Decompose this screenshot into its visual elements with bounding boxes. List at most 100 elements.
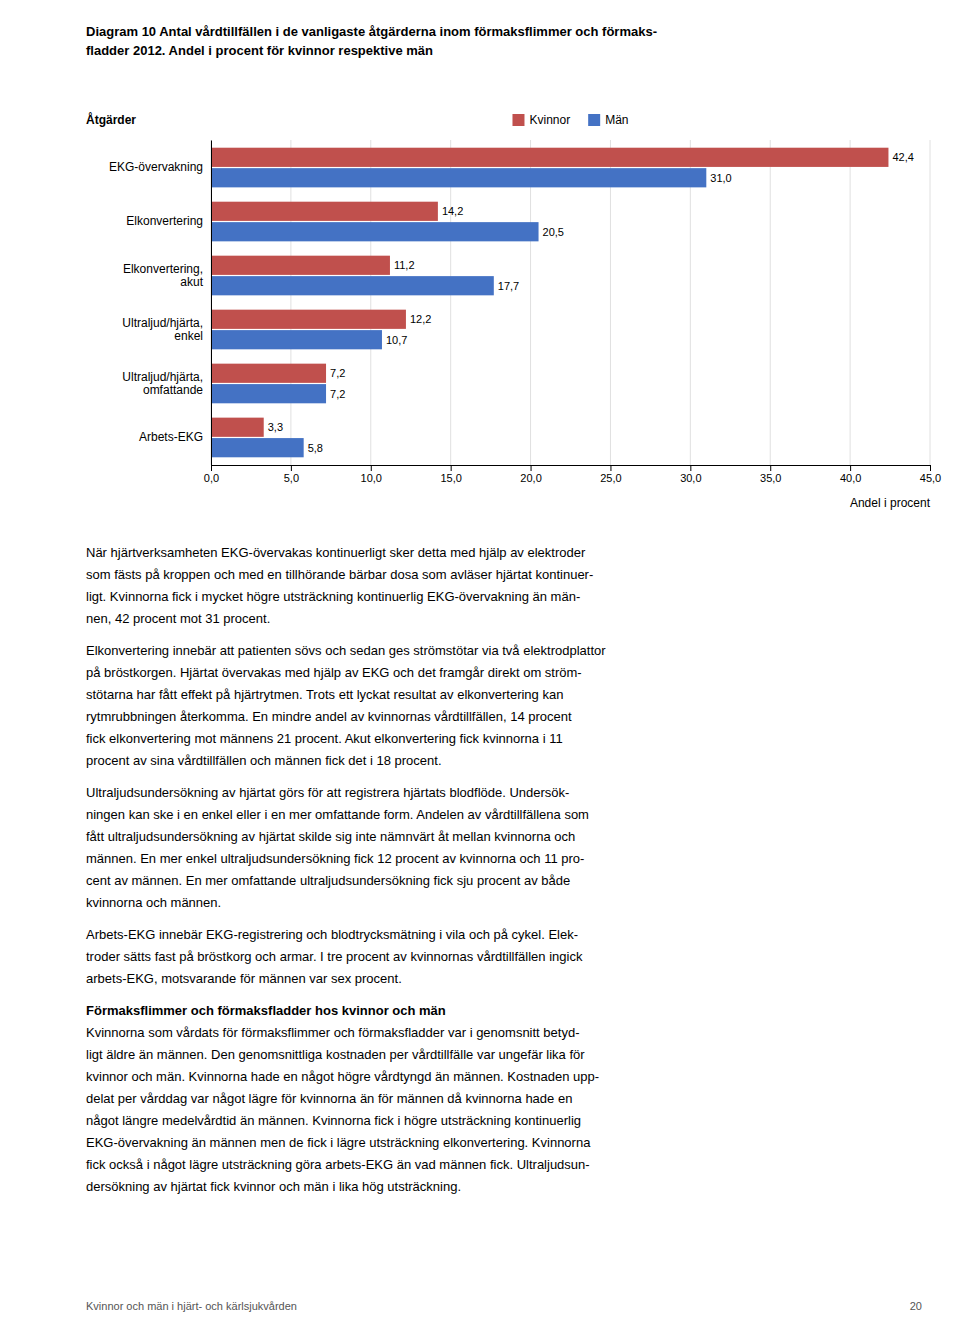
x-tick: 35,0 <box>760 465 781 484</box>
x-tick-label: 30,0 <box>680 472 701 484</box>
legend-label: Kvinnor <box>529 113 570 127</box>
paragraph-line: troder sätts fast på bröstkorg och armar… <box>86 949 583 964</box>
x-tick-mark <box>291 465 292 471</box>
y-tick: Elkonvertering,akut <box>123 262 211 289</box>
bar <box>211 438 304 457</box>
paragraph-line: männen. En mer enkel ultraljudsundersökn… <box>86 851 584 866</box>
x-tick-mark <box>930 465 931 471</box>
x-tick-mark <box>531 465 532 471</box>
grid-line <box>930 140 931 465</box>
bar <box>211 256 390 275</box>
legend-label: Män <box>605 113 628 127</box>
x-tick-mark <box>451 465 452 471</box>
bar <box>211 148 888 167</box>
y-tick-label-line: Ultraljud/hjärta, <box>122 316 203 330</box>
x-tick-mark <box>850 465 851 471</box>
y-tick: EKG-övervakning <box>109 160 211 174</box>
x-tick-mark <box>211 465 212 471</box>
data-label: 12,2 <box>410 313 431 325</box>
y-tick-label-line: Ultraljud/hjärta, <box>122 370 203 384</box>
page: Diagram 10 Antal vårdtillfällen i de van… <box>0 0 960 1332</box>
paragraph-line: kvinnorna och männen. <box>86 895 221 910</box>
x-tick-label: 45,0 <box>920 472 941 484</box>
data-label: 20,5 <box>543 226 564 238</box>
bar <box>211 276 494 295</box>
paragraph-line: ligt. Kvinnorna fick i mycket högre utst… <box>86 589 580 604</box>
grid-line <box>690 140 691 465</box>
y-tick: Elkonvertering <box>126 214 211 228</box>
y-axis: EKG-övervakning Elkonvertering Elkonverter… <box>109 141 212 466</box>
data-label: 14,2 <box>442 205 463 217</box>
y-tick: Ultraljud/hjärta,omfattande <box>122 370 211 397</box>
x-tick-label: 25,0 <box>600 472 621 484</box>
body-text: När hjärtverksamheten EKG-övervakas kont… <box>86 545 606 1194</box>
y-tick-label-line: enkel <box>174 329 203 343</box>
grid <box>211 140 930 465</box>
grid-line <box>290 140 291 465</box>
y-tick-label: Ultraljud/hjärta,enkel <box>122 316 203 343</box>
y-tick-label-line: akut <box>180 275 203 289</box>
paragraph-line: dersökning av hjärtat fick kvinnor och m… <box>86 1179 461 1194</box>
grid-line <box>370 140 371 465</box>
paragraph-line: kvinnor och män. Kvinnorna hade en något… <box>86 1069 599 1084</box>
x-tick: 45,0 <box>920 465 941 484</box>
footer-right: 20 <box>910 1300 922 1312</box>
bar <box>211 418 264 437</box>
x-tick-label: 15,0 <box>440 472 461 484</box>
y-tick-label: Ultraljud/hjärta,omfattande <box>122 370 203 397</box>
bar-series <box>211 168 706 457</box>
paragraph-line: som fästs på kroppen och med en tillhöra… <box>86 567 593 582</box>
y-tick-label: EKG-övervakning <box>109 160 203 174</box>
grid-line <box>770 140 771 465</box>
paragraph-line: arbets-EKG, motsvarande för männen var s… <box>86 971 402 986</box>
data-label: 5,8 <box>308 442 323 454</box>
legend-swatch <box>512 114 524 126</box>
y-tick: Ultraljud/hjärta,enkel <box>122 316 211 343</box>
x-tick-mark <box>690 465 691 471</box>
grid-line <box>850 140 851 465</box>
x-tick-mark <box>770 465 771 471</box>
data-label: 17,7 <box>498 280 519 292</box>
x-tick-label: 0,0 <box>204 472 219 484</box>
paragraph-line: fått ultraljudsundersökning av hjärtat s… <box>86 829 575 844</box>
title: Diagram 10 Antal vårdtillfällen i de van… <box>86 24 657 39</box>
x-tick-mark <box>371 465 372 471</box>
data-label: 42,4 <box>892 151 913 163</box>
paragraph-line: När hjärtverksamheten EKG-övervakas kont… <box>86 545 586 560</box>
bar <box>211 168 706 187</box>
x-axis-line <box>212 466 931 472</box>
legend-swatch <box>588 114 600 126</box>
paragraph-line: cent av männen. En mer omfattande ultral… <box>86 873 570 888</box>
y-axis-title: Åtgärder <box>86 112 136 127</box>
grid-line <box>610 140 611 465</box>
x-tick: 20,0 <box>520 465 541 484</box>
y-tick-label: Arbets-EKG <box>139 430 203 444</box>
x-tick: 0,0 <box>204 465 219 484</box>
data-labels: 42,414,211,212,27,23,331,020,517,710,77,… <box>268 151 914 453</box>
x-tick: 15,0 <box>440 465 461 484</box>
paragraph-line: Ultraljudsundersökning av hjärtat görs f… <box>86 785 569 800</box>
x-tick-label: 10,0 <box>361 472 382 484</box>
x-tick: 10,0 <box>361 465 382 484</box>
x-tick: 5,0 <box>284 465 299 484</box>
y-tick-label-line: Elkonvertering <box>126 214 203 228</box>
bar <box>211 384 326 403</box>
paragraph-line: ningen kan ske i en enkel eller i en mer… <box>86 807 589 822</box>
paragraph-line: delat per vårddag var något lägre för kv… <box>86 1091 572 1106</box>
bar <box>211 330 382 349</box>
paragraph-line: rytmrubbningen återkomma. En mindre ande… <box>86 709 572 724</box>
paragraph-line: stötarna har fått effekt på hjärtrytmen.… <box>86 687 563 702</box>
bar <box>211 364 326 383</box>
legend-item: Kvinnor <box>512 113 570 127</box>
y-tick-label: Elkonvertering,akut <box>123 262 204 289</box>
paragraph-line: EKG-övervakning än männen men de fick i … <box>86 1135 591 1150</box>
paragraph-line: fick också i något lägre utsträckning gö… <box>86 1157 590 1172</box>
x-tick: 40,0 <box>840 465 861 484</box>
bar <box>211 202 438 221</box>
paragraph-line: nen, 42 procent mot 31 procent. <box>86 611 270 626</box>
y-tick-label: Elkonvertering <box>126 214 203 228</box>
x-tick-mark <box>610 465 611 471</box>
paragraph-line: fick elkonvertering mot männens 21 proce… <box>86 731 563 746</box>
y-tick-label-line: omfattande <box>143 383 203 397</box>
x-tick-label: 40,0 <box>840 472 861 484</box>
